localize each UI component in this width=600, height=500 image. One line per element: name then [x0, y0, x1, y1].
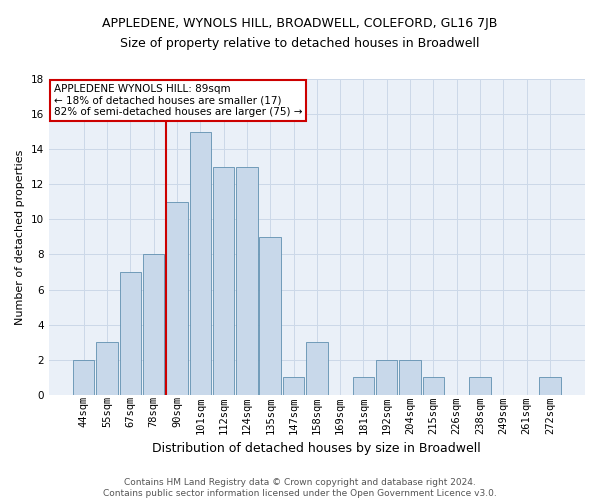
Bar — [376, 360, 397, 395]
Text: APPLEDENE WYNOLS HILL: 89sqm
← 18% of detached houses are smaller (17)
82% of se: APPLEDENE WYNOLS HILL: 89sqm ← 18% of de… — [54, 84, 302, 117]
Bar — [306, 342, 328, 395]
Bar — [469, 377, 491, 395]
Text: Size of property relative to detached houses in Broadwell: Size of property relative to detached ho… — [120, 38, 480, 51]
Bar — [539, 377, 560, 395]
Bar — [236, 166, 257, 395]
Bar — [400, 360, 421, 395]
Bar — [166, 202, 188, 395]
Bar — [259, 237, 281, 395]
Bar — [143, 254, 164, 395]
Bar — [119, 272, 141, 395]
Bar — [353, 377, 374, 395]
Text: Contains HM Land Registry data © Crown copyright and database right 2024.
Contai: Contains HM Land Registry data © Crown c… — [103, 478, 497, 498]
Bar — [422, 377, 444, 395]
X-axis label: Distribution of detached houses by size in Broadwell: Distribution of detached houses by size … — [152, 442, 481, 455]
Bar — [190, 132, 211, 395]
Bar — [73, 360, 94, 395]
Bar — [283, 377, 304, 395]
Bar — [213, 166, 235, 395]
Bar — [97, 342, 118, 395]
Y-axis label: Number of detached properties: Number of detached properties — [15, 149, 25, 324]
Text: APPLEDENE, WYNOLS HILL, BROADWELL, COLEFORD, GL16 7JB: APPLEDENE, WYNOLS HILL, BROADWELL, COLEF… — [103, 18, 497, 30]
